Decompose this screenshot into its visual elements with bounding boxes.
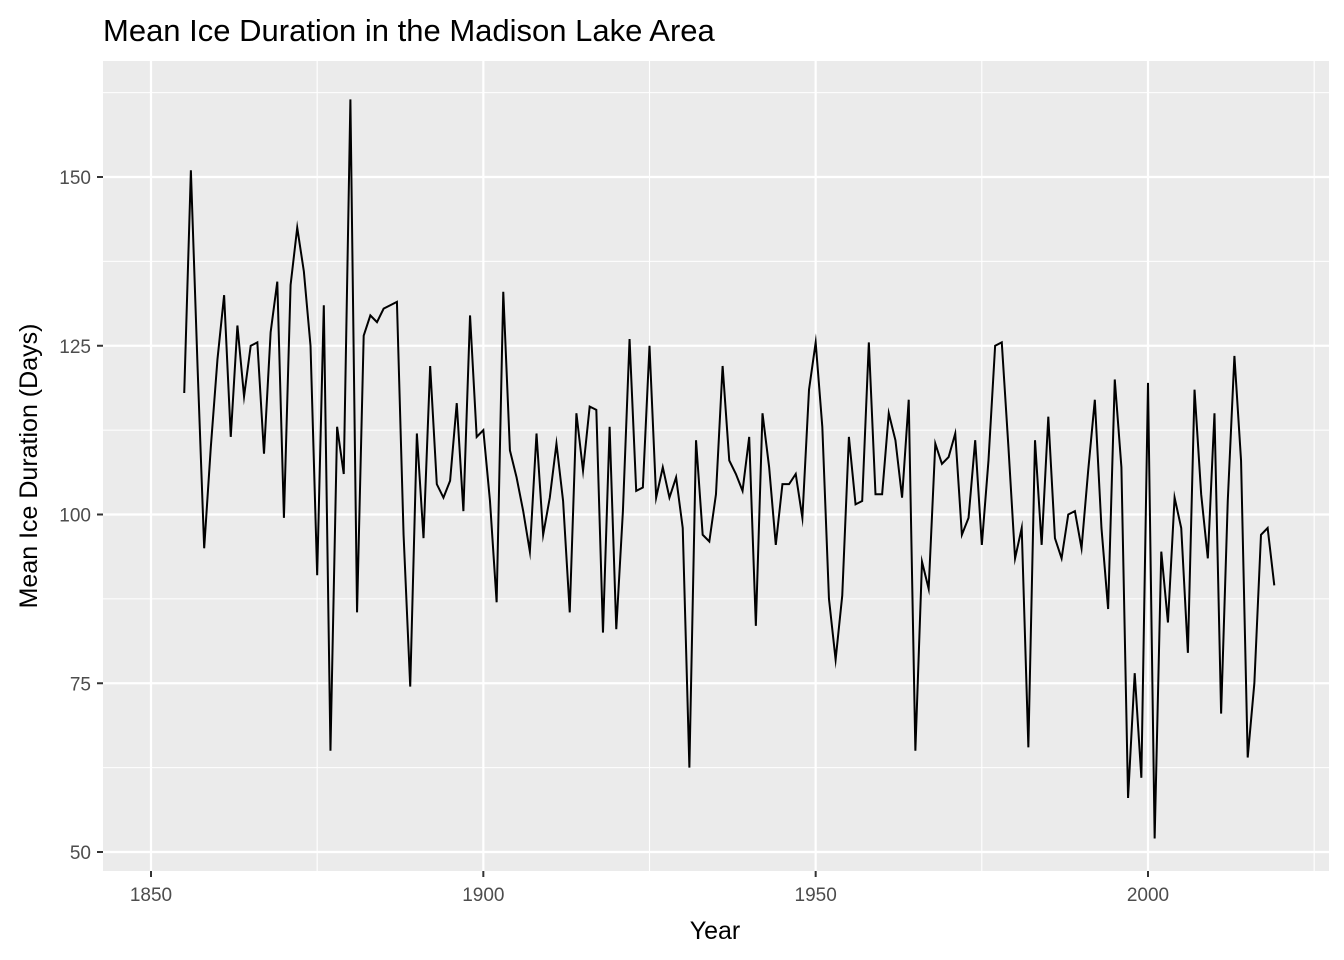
x-tick-label: 1850 (130, 885, 172, 906)
y-tick-label: 150 (59, 168, 91, 189)
series-layer (183, 99, 1276, 839)
y-tick-label: 50 (70, 843, 91, 864)
y-axis-title: Mean Ice Duration (Days) (15, 324, 43, 609)
y-tick-label: 100 (59, 506, 91, 527)
x-tick-label: 1950 (795, 885, 837, 906)
y-tick-label: 75 (70, 674, 91, 695)
y-axis: 50 75 100 125 150 (59, 168, 103, 864)
plot-panel (103, 61, 1329, 871)
x-tick-label: 1900 (462, 885, 504, 906)
x-axis: 1850 1900 1950 2000 (130, 871, 1169, 906)
x-tick-label: 2000 (1127, 885, 1169, 906)
chart-title: Mean Ice Duration in the Madison Lake Ar… (103, 13, 716, 48)
series-line (183, 99, 1276, 839)
x-axis-title: Year (690, 917, 741, 945)
major-gridlines (103, 61, 1329, 871)
minor-gridlines (103, 61, 1329, 871)
y-tick-label: 125 (59, 337, 91, 358)
